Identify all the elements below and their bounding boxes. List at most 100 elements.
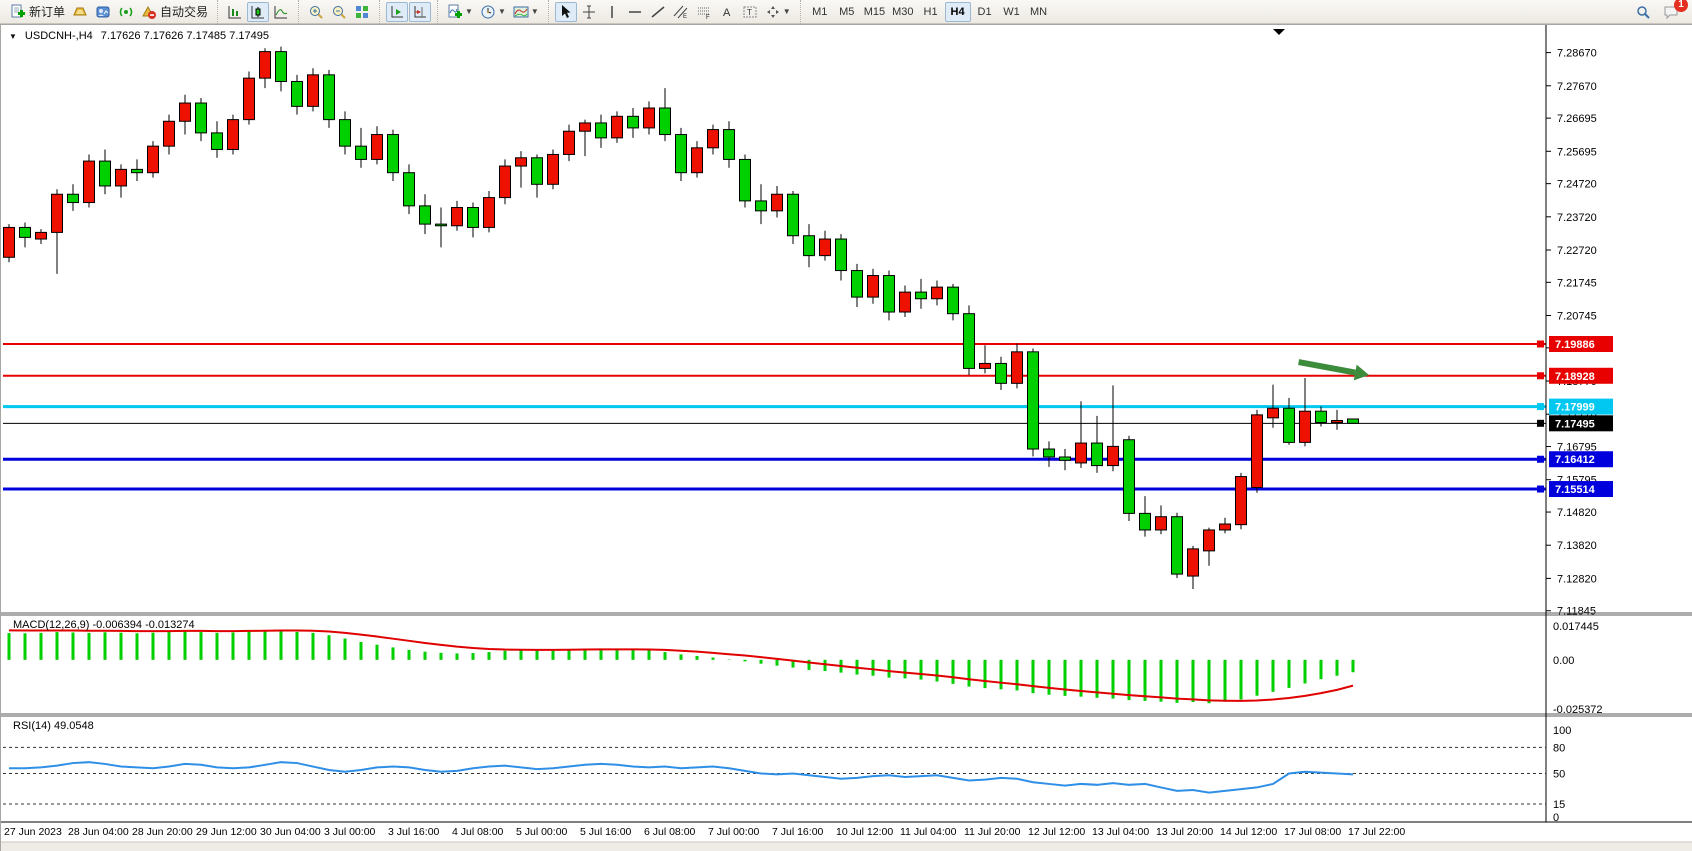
cursor-icon bbox=[561, 4, 571, 18]
vertical-line-button[interactable] bbox=[601, 2, 623, 22]
zoom-out-button[interactable] bbox=[328, 2, 350, 22]
rsi-axis-tick: 80 bbox=[1553, 742, 1565, 754]
candle-body bbox=[995, 362, 1007, 384]
macd-axis-zero: 0.00 bbox=[1553, 655, 1574, 667]
bottom-strip bbox=[1, 842, 1692, 851]
candle-body bbox=[243, 77, 255, 121]
time-axis-label: 10 Jul 12:00 bbox=[836, 826, 893, 838]
timeframe-button-m30[interactable]: M30 bbox=[892, 5, 914, 18]
candle-body bbox=[131, 168, 143, 174]
candle-body bbox=[1043, 448, 1055, 458]
signals-button[interactable] bbox=[115, 2, 137, 22]
search-button[interactable] bbox=[1632, 2, 1654, 22]
candle-body bbox=[531, 157, 543, 185]
chart-shift-icon bbox=[414, 5, 427, 17]
tile-windows-button[interactable] bbox=[351, 2, 373, 22]
svg-text:7.17495: 7.17495 bbox=[1555, 418, 1595, 430]
svg-text:7.18928: 7.18928 bbox=[1555, 371, 1595, 383]
equidistant-channel-button[interactable]: E bbox=[670, 2, 692, 22]
green-arrow-annotation[interactable] bbox=[1298, 359, 1369, 381]
timeframe-button-m5[interactable]: M5 bbox=[839, 5, 855, 18]
text-label-button[interactable]: T bbox=[739, 2, 761, 22]
price-level-badge: 7.16412 bbox=[1537, 451, 1613, 468]
new-order-icon bbox=[11, 4, 25, 17]
equidistant-channel-icon: E bbox=[673, 5, 688, 20]
candle-body bbox=[515, 157, 527, 167]
timeframe-button-m1[interactable]: M1 bbox=[812, 5, 828, 18]
candle-body bbox=[899, 291, 911, 313]
timeframe-button-w1[interactable]: W1 bbox=[1003, 5, 1020, 18]
template-button[interactable]: ▼ bbox=[510, 2, 542, 22]
candle-body bbox=[675, 134, 687, 174]
add-indicator-button[interactable]: ▼ bbox=[444, 2, 476, 22]
svg-text:7.16412: 7.16412 bbox=[1555, 454, 1595, 466]
candle-body bbox=[115, 168, 127, 187]
time-axis-label: 17 Jul 22:00 bbox=[1348, 826, 1405, 838]
rsi-axis-tick: 50 bbox=[1553, 769, 1565, 781]
fibonacci-icon: F bbox=[697, 7, 710, 20]
crosshair-button[interactable] bbox=[578, 2, 600, 22]
cursor-button[interactable] bbox=[554, 1, 577, 22]
crosshair-icon bbox=[582, 5, 595, 18]
timeframe-button-h1[interactable]: H1 bbox=[923, 5, 938, 18]
chart-canvas[interactable]: 7.28670 7.27670 7.26695 7.25695 7.24720 7.237… bbox=[1, 25, 1692, 851]
timeframe-button-m15[interactable]: M15 bbox=[863, 5, 886, 18]
periods-button[interactable]: ▼ bbox=[477, 2, 509, 22]
panel-splitter[interactable] bbox=[1, 612, 1692, 616]
chart-window[interactable]: ▼ USDCNH-,H4 7.17626 7.17626 7.17485 7.1… bbox=[0, 24, 1692, 851]
candle-body bbox=[707, 129, 719, 149]
timeframe-button-d1[interactable]: D1 bbox=[977, 5, 992, 18]
svg-text:T: T bbox=[747, 8, 752, 17]
trade-group: 新订单 自动交易 bbox=[4, 0, 214, 24]
new-order-button[interactable]: 新订单 bbox=[7, 2, 68, 22]
arrows-button[interactable]: ▼ bbox=[762, 2, 794, 22]
time-axis-label: 30 Jun 04:00 bbox=[260, 826, 321, 838]
time-axis-label: 13 Jul 04:00 bbox=[1092, 826, 1149, 838]
timeframe-button-mn[interactable]: MN bbox=[1029, 5, 1048, 18]
candle-body bbox=[579, 122, 591, 132]
candle-body bbox=[611, 115, 623, 139]
time-axis-label: 28 Jun 20:00 bbox=[132, 826, 193, 838]
bar-chart-button[interactable] bbox=[224, 2, 246, 22]
market-watch-button[interactable] bbox=[69, 2, 91, 22]
collapse-ohlc-icon[interactable]: ▼ bbox=[9, 31, 17, 41]
candle-body bbox=[451, 207, 463, 227]
chart-shift-button[interactable] bbox=[409, 1, 432, 22]
candle-body bbox=[339, 119, 351, 147]
candle-body bbox=[1299, 410, 1311, 443]
candlestick-chart-button[interactable] bbox=[247, 1, 270, 22]
candle-body bbox=[723, 129, 735, 160]
chart-shift-marker-icon[interactable] bbox=[1273, 29, 1285, 35]
text-button[interactable]: A bbox=[716, 2, 738, 22]
time-axis-label: 5 Jul 00:00 bbox=[516, 826, 568, 838]
terminal-button[interactable] bbox=[92, 2, 114, 22]
chat-button[interactable]: 1 bbox=[1660, 0, 1688, 22]
rsi-line bbox=[9, 761, 1354, 794]
line-chart-button[interactable] bbox=[270, 2, 292, 22]
candle-body bbox=[835, 238, 847, 272]
candle-body bbox=[643, 107, 655, 129]
candle-body bbox=[1347, 418, 1359, 424]
candle-body bbox=[1155, 516, 1167, 531]
auto-trading-label: 自动交易 bbox=[160, 5, 209, 19]
macd-axis-min: -0.025372 bbox=[1553, 704, 1603, 716]
chart-background[interactable] bbox=[1, 25, 1692, 851]
line-chart-icon bbox=[274, 5, 288, 18]
trendline-button[interactable] bbox=[647, 2, 669, 22]
candle-body bbox=[739, 158, 751, 202]
time-axis-label: 12 Jul 12:00 bbox=[1028, 826, 1085, 838]
horizontal-line-icon bbox=[628, 10, 641, 13]
signals-icon bbox=[119, 7, 133, 16]
bar-chart-icon bbox=[228, 5, 242, 18]
auto-scroll-button[interactable] bbox=[386, 1, 409, 22]
timeframe-button-h4[interactable]: H4 bbox=[944, 1, 971, 22]
price-tick-label: 7.21745 bbox=[1557, 277, 1597, 289]
horizontal-line-button[interactable] bbox=[624, 2, 646, 22]
panel-splitter[interactable] bbox=[1, 713, 1692, 717]
auto-trading-button[interactable]: 自动交易 bbox=[138, 2, 211, 22]
candle-body bbox=[99, 160, 111, 187]
fibonacci-button[interactable]: F bbox=[693, 2, 715, 22]
candle-body bbox=[259, 51, 271, 79]
zoom-in-button[interactable] bbox=[305, 2, 327, 22]
svg-text:7.19886: 7.19886 bbox=[1555, 339, 1595, 351]
